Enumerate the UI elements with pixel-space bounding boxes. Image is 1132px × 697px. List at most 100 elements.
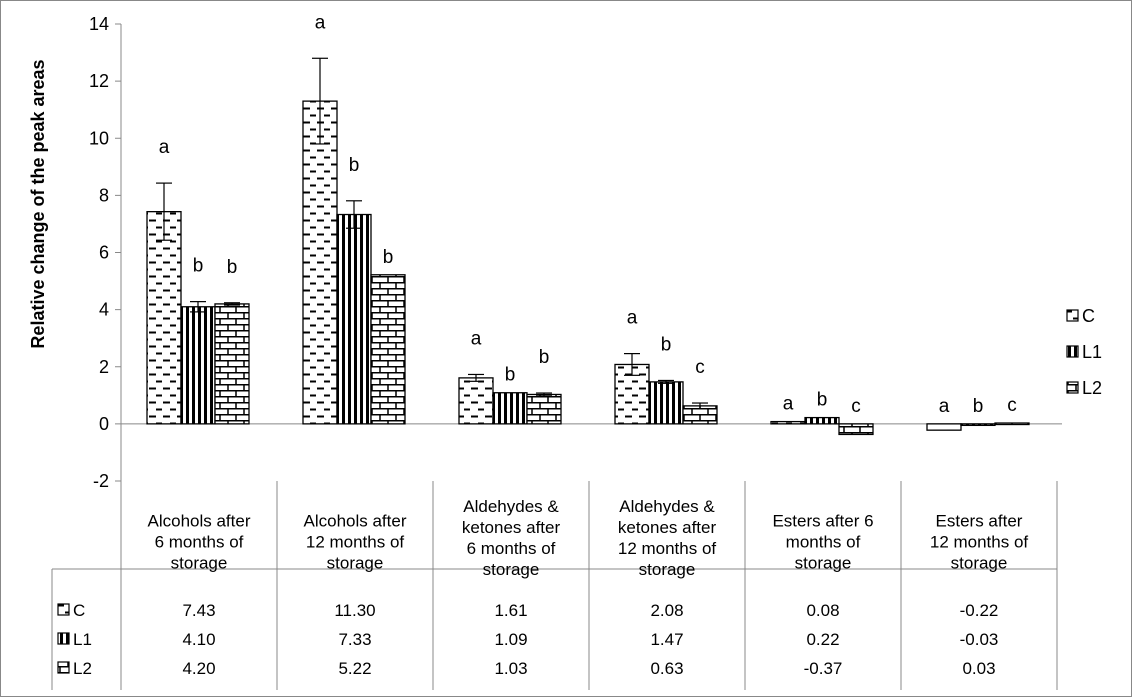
table-row-c: C 7.43 11.30 1.61 2.08 0.08 -0.22 bbox=[57, 601, 999, 620]
sig-letter-l1-2: b bbox=[505, 365, 516, 386]
category-label: Aldehydes & ketones after 6 months of stora… bbox=[462, 497, 561, 579]
table-legend-swatch bbox=[57, 661, 70, 674]
legend-swatch bbox=[1066, 381, 1079, 394]
bar-l1-0 bbox=[180, 306, 216, 425]
table-cell: 7.43 bbox=[182, 601, 215, 620]
bar-l1-4 bbox=[804, 416, 840, 425]
table-legend-swatch bbox=[57, 603, 70, 616]
category-label: Esters after 6 months of storage bbox=[772, 512, 873, 573]
bar-l2-1 bbox=[370, 274, 406, 425]
sig-letter-l2-4: c bbox=[851, 396, 861, 417]
sig-letter-c-5: a bbox=[939, 396, 950, 417]
legend-item-l2: L2 bbox=[1066, 378, 1102, 398]
bar-l2-4 bbox=[838, 423, 874, 436]
sig-letter-l2-0: b bbox=[227, 257, 238, 278]
error-bar-l1-0 bbox=[190, 301, 206, 313]
significance-letters: a a a a a a b b b b b b b b b c c c bbox=[159, 12, 1017, 417]
bar-l2-2 bbox=[526, 393, 562, 425]
category-label: Esters after 12 months of storage bbox=[930, 512, 1029, 573]
sig-letter-l1-4: b bbox=[817, 390, 828, 411]
category-label: Aldehydes & ketones after 12 months of stor… bbox=[618, 497, 717, 579]
legend-item-c: C bbox=[1066, 306, 1095, 326]
y-tick-label: 4 bbox=[99, 300, 109, 320]
legend-label: C bbox=[1082, 306, 1095, 326]
sig-letter-c-0: a bbox=[159, 137, 170, 158]
legend-swatch bbox=[1066, 345, 1079, 358]
table-cell: 4.20 bbox=[182, 659, 215, 678]
bar-l1-5 bbox=[960, 423, 996, 427]
error-bar-c-2 bbox=[468, 373, 484, 382]
table-cell: 0.08 bbox=[806, 601, 839, 620]
table-row-l2: L2 4.20 5.22 1.03 0.63 -0.37 0.03 bbox=[57, 659, 996, 678]
sig-letter-l1-1: b bbox=[349, 155, 360, 176]
y-tick-label: 12 bbox=[89, 71, 109, 91]
table-cell: -0.37 bbox=[804, 659, 843, 678]
table-cell: 0.22 bbox=[806, 630, 839, 649]
error-bar-l2-3 bbox=[692, 402, 708, 410]
sig-letter-l2-1: b bbox=[383, 247, 394, 268]
table-cell: 0.03 bbox=[962, 659, 995, 678]
y-tick-label: 14 bbox=[89, 14, 109, 34]
table-series-name: C bbox=[73, 601, 85, 620]
table-cell: -0.03 bbox=[960, 630, 999, 649]
legend: C L1 L2 bbox=[1066, 306, 1102, 398]
sig-letter-c-3: a bbox=[627, 308, 638, 329]
table-cell: 5.22 bbox=[338, 659, 371, 678]
bar-l1-1 bbox=[336, 213, 372, 425]
data-table: Alcohols after 6 months of storage Alcohols… bbox=[51, 481, 1058, 690]
error-bar-l2-0 bbox=[224, 302, 240, 306]
table-cell: -0.22 bbox=[960, 601, 999, 620]
error-bar-c-1 bbox=[312, 57, 328, 145]
legend-label: L2 bbox=[1082, 378, 1102, 398]
table-cell: 0.63 bbox=[650, 659, 683, 678]
category-label: Alcohols after 12 months of storage bbox=[304, 512, 407, 573]
error-bar-l2-2 bbox=[536, 392, 552, 397]
bar-c-1 bbox=[302, 100, 338, 425]
bar-c-2 bbox=[458, 377, 494, 425]
legend-swatch bbox=[1066, 309, 1079, 322]
y-axis: -2 0 2 4 6 8 10 12 14 bbox=[89, 14, 1062, 491]
y-tick-label: 0 bbox=[99, 414, 109, 434]
y-tick-label: -2 bbox=[93, 471, 109, 491]
sig-letter-c-1: a bbox=[315, 12, 326, 33]
table-cell: 1.47 bbox=[650, 630, 683, 649]
sig-letter-l2-2: b bbox=[539, 347, 550, 368]
table-cell: 1.03 bbox=[494, 659, 527, 678]
y-axis-title: Relative change of the peak areas bbox=[28, 59, 48, 348]
sig-letter-l1-5: b bbox=[973, 396, 984, 417]
table-cell: 4.10 bbox=[182, 630, 215, 649]
sig-letter-l2-3: c bbox=[695, 357, 705, 378]
error-bar-c-3 bbox=[624, 353, 640, 376]
sig-letter-l1-0: b bbox=[193, 256, 204, 277]
table-series-name: L1 bbox=[73, 630, 92, 649]
sig-letter-l1-3: b bbox=[661, 334, 672, 355]
table-cell: 1.61 bbox=[494, 601, 527, 620]
sig-letter-c-2: a bbox=[471, 328, 482, 349]
bar-c-0 bbox=[146, 211, 182, 425]
y-tick-label: 8 bbox=[99, 185, 109, 205]
table-cell: 11.30 bbox=[334, 601, 375, 620]
y-tick-label: 2 bbox=[99, 357, 109, 377]
table-cell: 1.09 bbox=[494, 630, 527, 649]
bar-l1-2 bbox=[492, 392, 528, 425]
error-bar-c-0 bbox=[156, 182, 172, 241]
sig-letter-c-4: a bbox=[783, 394, 794, 415]
error-bars bbox=[156, 57, 708, 410]
bar-l1-3 bbox=[648, 381, 684, 425]
sig-letter-l2-5: c bbox=[1007, 395, 1017, 416]
y-tick-label: 6 bbox=[99, 243, 109, 263]
legend-label: L1 bbox=[1082, 342, 1102, 362]
bar-c-5 bbox=[926, 423, 962, 431]
table-row-l1: L1 4.10 7.33 1.09 1.47 0.22 -0.03 bbox=[57, 630, 999, 649]
table-cell: 2.08 bbox=[650, 601, 683, 620]
category-label: Alcohols after 6 months of storage bbox=[148, 512, 251, 573]
table-legend-swatch bbox=[57, 632, 70, 645]
error-bar-l1-3 bbox=[658, 379, 674, 384]
bar-c-4 bbox=[770, 420, 806, 425]
table-cell: 7.33 bbox=[338, 630, 371, 649]
legend-item-l1: L1 bbox=[1066, 342, 1102, 362]
error-bar-l1-1 bbox=[346, 200, 362, 229]
bar-l2-0 bbox=[214, 303, 250, 425]
table-series-name: L2 bbox=[73, 659, 92, 678]
